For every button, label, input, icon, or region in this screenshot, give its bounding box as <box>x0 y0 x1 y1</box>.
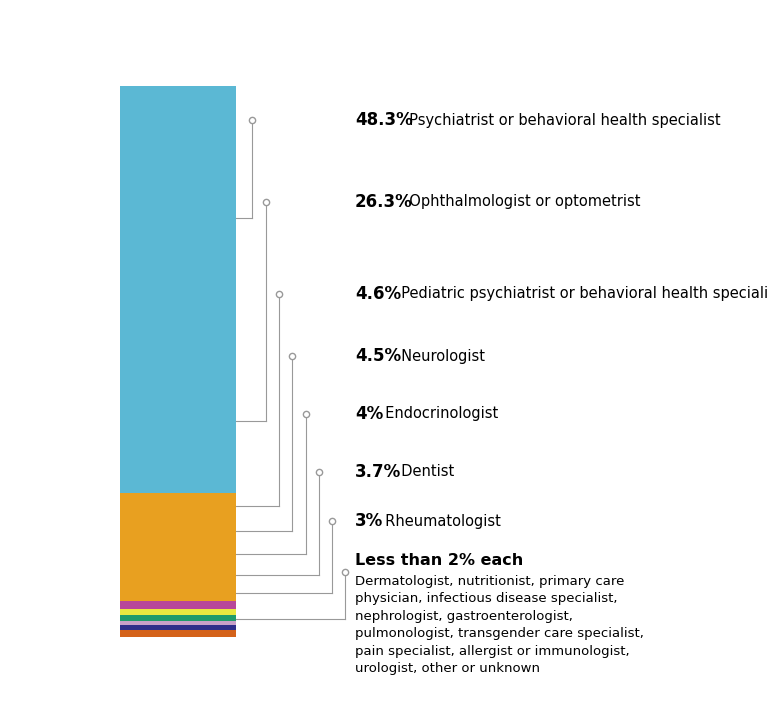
Bar <box>120 621 236 625</box>
Bar <box>120 616 236 621</box>
Bar <box>120 585 236 601</box>
Bar <box>120 518 236 543</box>
Text: Rheumatologist: Rheumatologist <box>376 514 502 529</box>
Bar <box>120 601 236 609</box>
Text: Endocrinologist: Endocrinologist <box>376 407 498 422</box>
Text: 4.5%: 4.5% <box>355 347 401 365</box>
Bar <box>120 543 236 565</box>
Bar <box>120 565 236 585</box>
Text: Dentist: Dentist <box>392 465 454 479</box>
Text: Neurologist: Neurologist <box>392 349 485 364</box>
Bar <box>120 349 236 493</box>
Bar <box>120 493 236 518</box>
Text: Ophthalmologist or optometrist: Ophthalmologist or optometrist <box>399 194 640 209</box>
Text: 4.6%: 4.6% <box>355 285 401 303</box>
Text: 3.7%: 3.7% <box>355 463 401 481</box>
Text: Pediatric psychiatrist or behavioral health specialist: Pediatric psychiatrist or behavioral hea… <box>392 286 768 301</box>
Bar <box>120 629 236 637</box>
Bar <box>120 609 236 616</box>
Bar <box>120 625 236 629</box>
Text: 26.3%: 26.3% <box>355 193 412 211</box>
Text: Less than 2% each: Less than 2% each <box>355 553 523 568</box>
Text: 4%: 4% <box>355 405 383 423</box>
Bar <box>120 86 236 349</box>
Text: Psychiatrist or behavioral health specialist: Psychiatrist or behavioral health specia… <box>399 112 720 127</box>
Text: 3%: 3% <box>355 513 383 531</box>
Text: 48.3%: 48.3% <box>355 111 412 129</box>
Text: Dermatologist, nutritionist, primary care
physician, infectious disease speciali: Dermatologist, nutritionist, primary car… <box>355 575 644 675</box>
